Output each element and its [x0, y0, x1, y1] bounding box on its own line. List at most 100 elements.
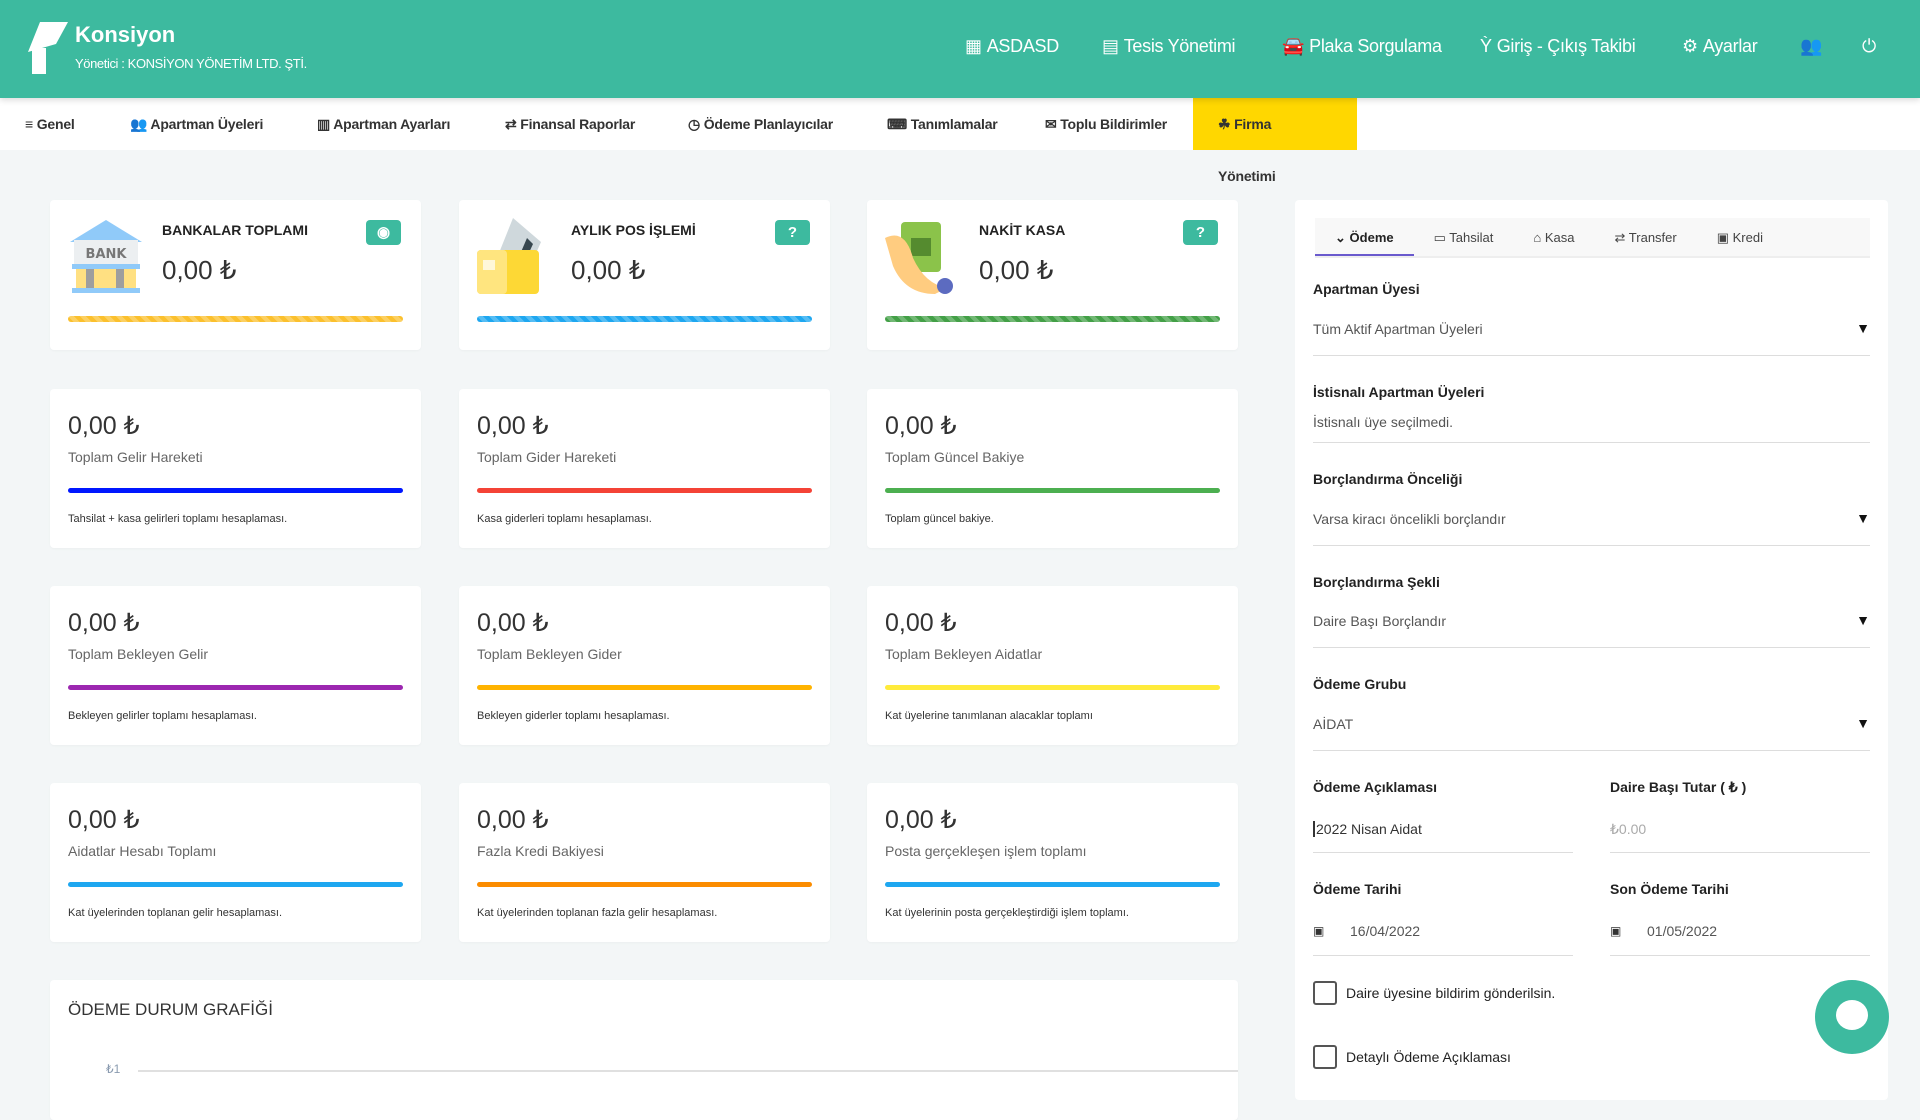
- aciklama-input[interactable]: 2022 Nisan Aidat: [1313, 821, 1422, 837]
- stat-card: 0,00 ₺ Aidatlar Hesabı Toplamı Kat üyele…: [50, 783, 421, 942]
- stat-description: Bekleyen gelirler toplamı hesaplaması.: [68, 710, 257, 722]
- tab-odeme-planlayicilar[interactable]: ◷ Ödeme Planlayıcılar: [663, 98, 858, 150]
- stat-value: 0,00 ₺: [885, 412, 957, 440]
- son-tarih-label: Son Ödeme Tarihi: [1610, 881, 1729, 897]
- tab-label: Genel: [36, 116, 75, 132]
- field-underline: [1313, 355, 1870, 356]
- nav-plaka-sorgulama[interactable]: 🚘 Plaka Sorgulama: [1282, 36, 1442, 57]
- stat-card: 0,00 ₺ Toplam Bekleyen Aidatlar Kat üyel…: [867, 586, 1238, 745]
- svg-text:BANK: BANK: [86, 247, 128, 262]
- stat-card: 0,00 ₺ Toplam Gelir Hareketi Tahsilat + …: [50, 389, 421, 548]
- stat-bar: [68, 882, 403, 887]
- field-underline: [1313, 442, 1870, 443]
- y-tick-label: ₺1: [106, 1062, 121, 1076]
- tab-label: Kasa: [1544, 230, 1575, 245]
- card-progress-bar: [477, 316, 812, 322]
- chevron-double-down-icon: ⌄: [1335, 230, 1346, 245]
- calendar-icon: ▣: [1313, 924, 1325, 938]
- nav-ayarlar[interactable]: ⚙ Ayarlar: [1682, 36, 1758, 57]
- cash-icon: [885, 222, 953, 294]
- exchange-icon: ⇄: [1614, 230, 1626, 245]
- tutar-label: Daire Başı Tutar ( ₺ ): [1610, 779, 1747, 795]
- tab-finansal-raporlar[interactable]: ⇄ Finansal Raporlar: [480, 98, 660, 150]
- stat-description: Kasa giderleri toplamı hesaplaması.: [477, 513, 652, 525]
- logout-button[interactable]: ⏻: [1862, 36, 1876, 57]
- field-underline: [1610, 852, 1870, 853]
- help-button[interactable]: ?: [1183, 220, 1218, 245]
- stat-value: 0,00 ₺: [68, 806, 140, 834]
- stat-label: Toplam Bekleyen Gelir: [68, 646, 209, 662]
- eye-icon: ◉: [376, 224, 391, 241]
- tab-tahsilat[interactable]: ▭ Tahsilat: [1414, 218, 1514, 256]
- stat-bar: [477, 685, 812, 690]
- nav-label: ASDASD: [986, 36, 1060, 56]
- nav-giris-cikis[interactable]: Ỳ Giriş - Çıkış Takibi: [1480, 36, 1636, 57]
- card-progress-bar: [885, 316, 1220, 322]
- stat-bar: [885, 488, 1220, 493]
- card-icon: ▭: [1433, 230, 1446, 245]
- tab-genel[interactable]: ≡ Genel: [0, 98, 100, 150]
- apartman-uyesi-label: Apartman Üyesi: [1313, 281, 1420, 297]
- tab-transfer[interactable]: ⇄ Transfer: [1595, 218, 1697, 256]
- nav-label: Plaka Sorgulama: [1309, 36, 1442, 56]
- field-underline: [1313, 545, 1870, 546]
- bildirim-checkbox[interactable]: [1313, 981, 1337, 1005]
- card-value: 0,00 ₺: [162, 255, 237, 285]
- tab-apartman-ayarlari[interactable]: ▥ Apartman Ayarları: [292, 98, 475, 150]
- clock-icon: ◷: [688, 116, 701, 132]
- building-icon: ▦: [965, 36, 982, 56]
- tab-toplu-bildirimler[interactable]: ✉ Toplu Bildirimler: [1020, 98, 1192, 150]
- tab-label: Ödeme Planlayıcılar: [703, 116, 834, 132]
- oncelik-label: Borçlandırma Önceliği: [1313, 471, 1463, 487]
- stat-description: Bekleyen giderler toplamı hesaplaması.: [477, 710, 670, 722]
- tab-label: Tanımlamalar: [910, 116, 998, 132]
- tab-label: Apartman Üyeleri: [150, 116, 264, 132]
- nav-label: Tesis Yönetimi: [1123, 36, 1236, 56]
- chat-button[interactable]: [1815, 980, 1889, 1054]
- stat-bar: [477, 488, 812, 493]
- stat-value: 0,00 ₺: [68, 412, 140, 440]
- stat-label: Fazla Kredi Bakiyesi: [477, 843, 604, 859]
- dropdown-arrow-icon: ▼: [1856, 715, 1870, 731]
- istisnali-label: İstisnalı Apartman Üyeleri: [1313, 384, 1485, 400]
- tab-kredi[interactable]: ▣ Kredi: [1697, 218, 1783, 256]
- tab-apartman-uyeleri[interactable]: 👥 Apartman Üyeleri: [105, 98, 288, 150]
- nav-asdasd[interactable]: ▦ ASDASD: [965, 36, 1059, 57]
- field-underline: [1313, 750, 1870, 751]
- tutar-input[interactable]: ₺0.00: [1610, 821, 1647, 837]
- stat-card: 0,00 ₺ Toplam Gider Hareketi Kasa giderl…: [459, 389, 830, 548]
- tab-tanimlamalar[interactable]: ⌨ Tanımlamalar: [862, 98, 1023, 150]
- money-icon: ▣: [1716, 230, 1730, 245]
- stat-description: Tahsilat + kasa gelirleri toplamı hesapl…: [68, 513, 288, 525]
- nav-tesis-yonetimi[interactable]: ▤ Tesis Yönetimi: [1102, 36, 1236, 57]
- bank-icon: ⌂: [1533, 230, 1542, 245]
- detayli-aciklama-label: Detaylı Ödeme Açıklaması: [1346, 1049, 1511, 1065]
- credit-card-icon: [477, 218, 541, 294]
- tarih-input[interactable]: 16/04/2022: [1350, 923, 1421, 939]
- grup-label: Ödeme Grubu: [1313, 676, 1407, 692]
- select-value: AİDAT: [1313, 716, 1354, 732]
- nav-label: Ayarlar: [1702, 36, 1758, 56]
- son-tarih-input[interactable]: 01/05/2022: [1647, 923, 1718, 939]
- stat-value: 0,00 ₺: [477, 412, 549, 440]
- eye-button[interactable]: ◉: [366, 220, 401, 245]
- field-underline: [1610, 955, 1870, 956]
- detayli-aciklama-checkbox[interactable]: [1313, 1045, 1337, 1069]
- dropdown-arrow-icon: ▼: [1856, 612, 1870, 628]
- tab-odeme[interactable]: ⌄ Ödeme: [1315, 218, 1414, 256]
- stat-description: Kat üyelerinden toplanan fazla gelir hes…: [477, 907, 718, 919]
- stat-value: 0,00 ₺: [68, 609, 140, 637]
- firm-icon: ☘: [1218, 116, 1231, 132]
- question-icon: ?: [787, 224, 798, 241]
- bank-icon: BANK: [70, 220, 142, 293]
- stat-card: 0,00 ₺ Toplam Bekleyen Gelir Bekleyen ge…: [50, 586, 421, 745]
- tab-label: Tahsilat: [1449, 230, 1494, 245]
- istisnali-select[interactable]: İstisnalı üye seçilmedi.: [1313, 414, 1454, 430]
- power-icon: ⏻: [1862, 36, 1876, 56]
- sekil-label: Borçlandırma Şekli: [1313, 574, 1440, 590]
- tab-kasa[interactable]: ⌂ Kasa: [1513, 218, 1594, 256]
- users-button[interactable]: 👥: [1800, 36, 1822, 57]
- tab-firma-yonetimi[interactable]: ☘ Firma Yönetimi: [1193, 98, 1357, 184]
- bildirim-checkbox-label: Daire üyesine bildirim gönderilsin.: [1346, 985, 1556, 1001]
- help-button[interactable]: ?: [775, 220, 810, 245]
